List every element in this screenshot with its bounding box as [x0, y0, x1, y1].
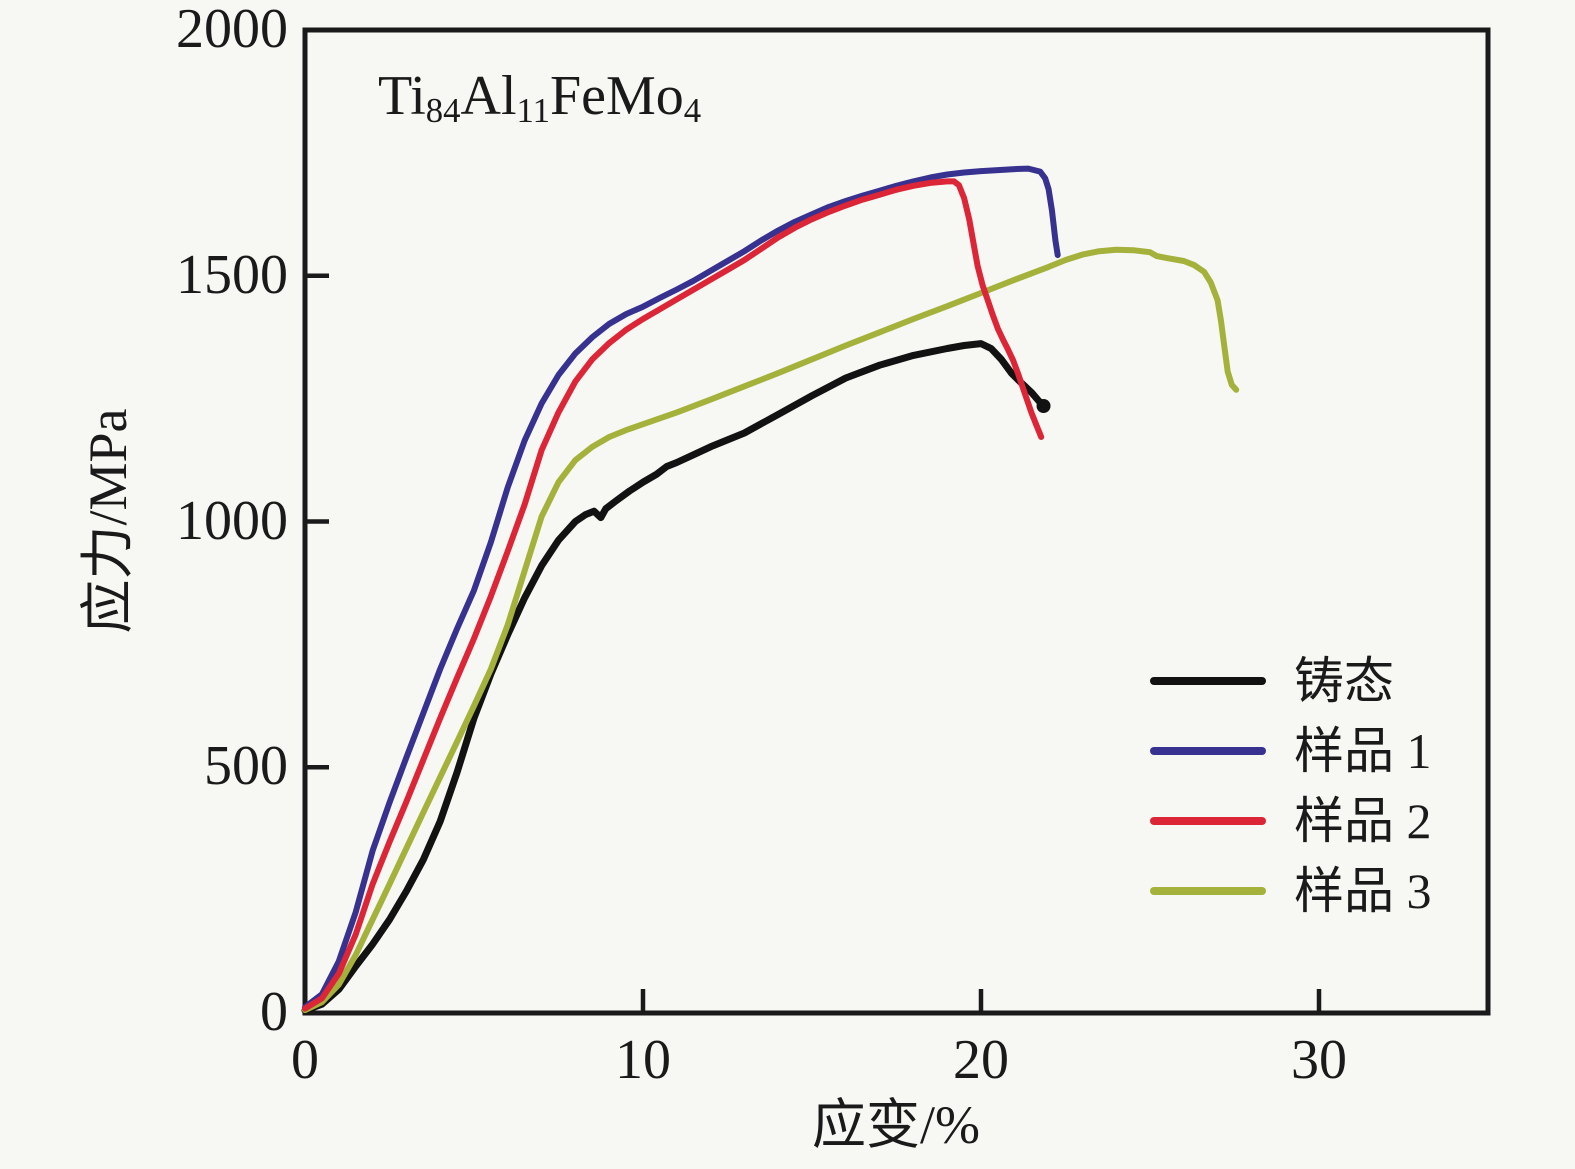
- y-tick-label-2000: 2000: [176, 0, 288, 60]
- curve-sample-2: [302, 178, 1045, 1012]
- plot-border: [302, 27, 1491, 1016]
- legend-label-sample-1: 样品 1: [1294, 723, 1432, 779]
- legend-label-as-cast: 铸态: [1294, 653, 1394, 709]
- legend-item-sample-3: 样品 3: [1150, 856, 1432, 926]
- formula-subscript: 11: [516, 90, 550, 130]
- x-tick-label-10: 10: [615, 1029, 671, 1091]
- formula-subscript: 84: [425, 90, 461, 130]
- legend: 铸态样品 1 样品 2 样品 3: [1150, 646, 1432, 926]
- formula-text: Ti: [378, 65, 426, 127]
- formula-text: Al: [460, 65, 517, 127]
- legend-item-sample-1: 样品 1: [1150, 716, 1432, 786]
- y-tick-label-1500: 1500: [176, 243, 288, 306]
- curve-as-cast: [301, 340, 1047, 1014]
- legend-item-sample-2: 样品 2: [1150, 786, 1432, 856]
- y-tick-label-0: 0: [260, 980, 288, 1043]
- legend-swatch-sample-2: [1150, 817, 1266, 825]
- legend-label-sample-3: 样品 3: [1294, 863, 1432, 919]
- legend-swatch-sample-3: [1150, 887, 1266, 895]
- legend-item-as-cast: 铸态: [1150, 646, 1432, 716]
- x-tick-label-0: 0: [291, 1029, 319, 1091]
- x-tick-label-30: 30: [1291, 1029, 1347, 1091]
- x-tick-label-20: 20: [953, 1029, 1009, 1091]
- x-axis-title: 应变/%: [812, 1095, 980, 1155]
- legend-label-sample-2: 样品 2: [1294, 793, 1432, 849]
- legend-swatch-as-cast: [1150, 677, 1266, 685]
- alloy-formula: Ti84Al11FeMo4: [378, 65, 702, 130]
- formula-subscript: 4: [683, 90, 702, 130]
- y-tick-label-1000: 1000: [176, 489, 288, 552]
- legend-swatch-sample-1: [1150, 747, 1266, 755]
- formula-text: FeMo: [549, 65, 684, 127]
- y-tick-label-500: 500: [204, 735, 288, 798]
- curve-end-dot-as-cast: [1036, 398, 1051, 413]
- curve-sample-3: [302, 246, 1240, 1014]
- curve-sample-1: [302, 165, 1061, 1011]
